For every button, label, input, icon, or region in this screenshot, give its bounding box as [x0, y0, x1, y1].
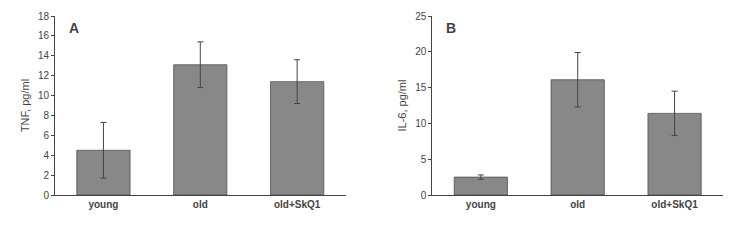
svg-text:A: A: [69, 20, 79, 36]
svg-text:15: 15: [415, 82, 427, 93]
svg-text:6: 6: [43, 130, 49, 141]
svg-text:IL-6, pg/ml: IL-6, pg/ml: [396, 80, 408, 132]
svg-text:10: 10: [38, 90, 50, 101]
svg-text:old: old: [570, 199, 585, 210]
svg-text:12: 12: [38, 70, 50, 81]
svg-text:5: 5: [421, 154, 427, 165]
svg-text:young: young: [466, 199, 496, 210]
svg-text:0: 0: [43, 190, 49, 201]
svg-text:16: 16: [38, 30, 50, 41]
svg-text:14: 14: [38, 50, 50, 61]
svg-text:2: 2: [43, 170, 49, 181]
svg-text:10: 10: [415, 118, 427, 129]
svg-text:old+SkQ1: old+SkQ1: [651, 199, 698, 210]
svg-text:young: young: [88, 199, 118, 210]
svg-text:18: 18: [38, 11, 50, 22]
svg-text:25: 25: [415, 11, 427, 22]
svg-text:old: old: [193, 199, 208, 210]
svg-text:old+SkQ1: old+SkQ1: [274, 199, 321, 210]
svg-text:8: 8: [43, 110, 49, 121]
svg-text:20: 20: [415, 46, 427, 57]
svg-text:B: B: [446, 20, 456, 36]
svg-text:TNF, pg/ml: TNF, pg/ml: [19, 79, 31, 132]
svg-text:0: 0: [421, 190, 427, 201]
svg-text:4: 4: [43, 150, 49, 161]
